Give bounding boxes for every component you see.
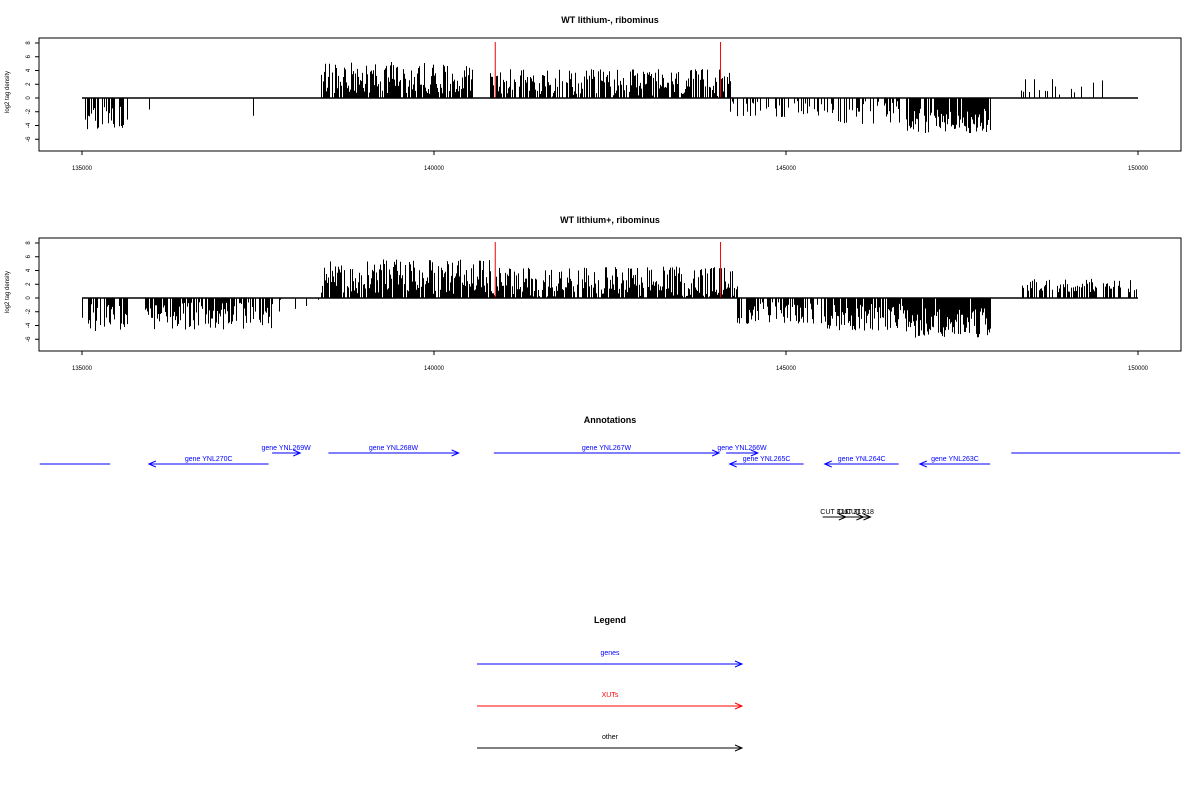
x-axis: 135000 140000 145000 150000 (72, 151, 1149, 172)
arrow-head-icon (823, 460, 832, 468)
arrow-head-icon (734, 660, 744, 668)
gene-label: gene YNL265C (743, 456, 791, 463)
x-tick-label: 140000 (424, 166, 445, 172)
chart-panel-lithium-plus: WT lithium+, ribominus log2 tag density … (5, 215, 1182, 372)
chart-panel-lithium-minus: WT lithium-, ribominus log2 tag density … (5, 15, 1182, 172)
y-axis: -6 -4 -2 0 2 4 6 8 (26, 41, 39, 142)
y-tick-label: -2 (26, 108, 32, 114)
arrow-head-icon (750, 449, 760, 457)
y-tick-label: 2 (26, 82, 32, 86)
other-label: CUT 318 (846, 509, 874, 516)
y-tick-label: 8 (26, 41, 32, 45)
x-tick-label: 135000 (72, 166, 93, 172)
legend-label: genes (600, 650, 620, 657)
other-label: CUT 316 (820, 509, 848, 516)
annotations-title: Annotations (584, 415, 637, 425)
gene-label: gene YNL266W (717, 445, 767, 452)
plot-frame (38, 37, 1182, 152)
arrow-head-icon (918, 460, 927, 468)
legend-item: XUTs (477, 692, 744, 710)
gene-label: gene YNL263C (931, 456, 979, 463)
arrow-head-icon (711, 449, 721, 457)
legend-label: XUTs (602, 692, 619, 699)
y-tick-label: -4 (26, 322, 32, 328)
y-tick-label: -6 (26, 136, 32, 142)
legend: Legend genes XUTs other (477, 615, 744, 752)
y-axis: -6 -4 -2 0 2 4 6 8 (26, 241, 39, 342)
legend-title: Legend (594, 615, 626, 625)
gene-label: gene YNL270C (185, 456, 233, 463)
y-tick-label: 6 (26, 54, 32, 58)
arrow-head-icon (734, 744, 744, 752)
x-tick-label: 150000 (1128, 366, 1149, 372)
legend-items: genes XUTs other (477, 650, 744, 752)
x-tick-label: 145000 (776, 366, 797, 372)
y-tick-label: 2 (26, 282, 32, 286)
y-tick-label: -6 (26, 336, 32, 342)
y-tick-label: -2 (26, 308, 32, 314)
other-label: CUT 317 (837, 509, 865, 516)
legend-label: other (602, 734, 619, 741)
plot-frame (38, 237, 1182, 352)
y-tick-label: 4 (26, 68, 32, 72)
gene-feature: gene YNL266W (717, 445, 767, 457)
other-feature: CUT 318 (846, 509, 874, 521)
x-tick-label: 135000 (72, 366, 93, 372)
y-axis-label: log2 tag density (5, 71, 11, 113)
density-bars (82, 259, 1137, 338)
legend-item: other (477, 734, 744, 752)
arrow-head-icon (734, 702, 744, 710)
x-tick-label: 145000 (776, 166, 797, 172)
chart-title: WT lithium-, ribominus (561, 15, 659, 25)
arrow-head-icon (863, 513, 872, 521)
xut-markers (494, 242, 722, 298)
arrow-head-icon (147, 460, 157, 468)
arrow-head-icon (293, 449, 302, 457)
gene-feature: gene YNL264C (823, 456, 899, 468)
gene-label: gene YNL267W (582, 445, 632, 452)
gene-feature: gene YNL265C (728, 456, 804, 468)
gene-label: gene YNL264C (838, 456, 886, 463)
arrow-head-icon (451, 449, 460, 457)
gene-feature: gene YNL270C (147, 456, 269, 468)
x-axis: 135000 140000 145000 150000 (72, 351, 1149, 372)
y-tick-label: 0 (26, 96, 32, 100)
gene-feature: gene YNL268W (328, 445, 460, 457)
y-tick-label: 8 (26, 241, 32, 245)
y-tick-label: 4 (26, 268, 32, 272)
x-tick-label: 150000 (1128, 166, 1149, 172)
legend-item: genes (477, 650, 744, 668)
gene-label: gene YNL268W (369, 445, 419, 452)
y-axis-label: log2 tag density (5, 271, 11, 313)
x-tick-label: 140000 (424, 366, 445, 372)
gene-feature: gene YNL269W (262, 445, 312, 457)
xut-markers (494, 42, 722, 98)
gene-feature: gene YNL267W (493, 445, 721, 457)
y-tick-label: 6 (26, 254, 32, 258)
y-tick-label: -4 (26, 122, 32, 128)
gene-label: gene YNL269W (262, 445, 312, 452)
gene-features: gene YNL270C gene YNL269W gene YNL268W gene… (39, 445, 1181, 468)
density-bars (85, 61, 1103, 134)
y-tick-label: 0 (26, 296, 32, 300)
gene-feature: gene YNL263C (918, 456, 991, 468)
arrow-head-icon (728, 460, 737, 468)
chart-title: WT lithium+, ribominus (560, 215, 660, 225)
